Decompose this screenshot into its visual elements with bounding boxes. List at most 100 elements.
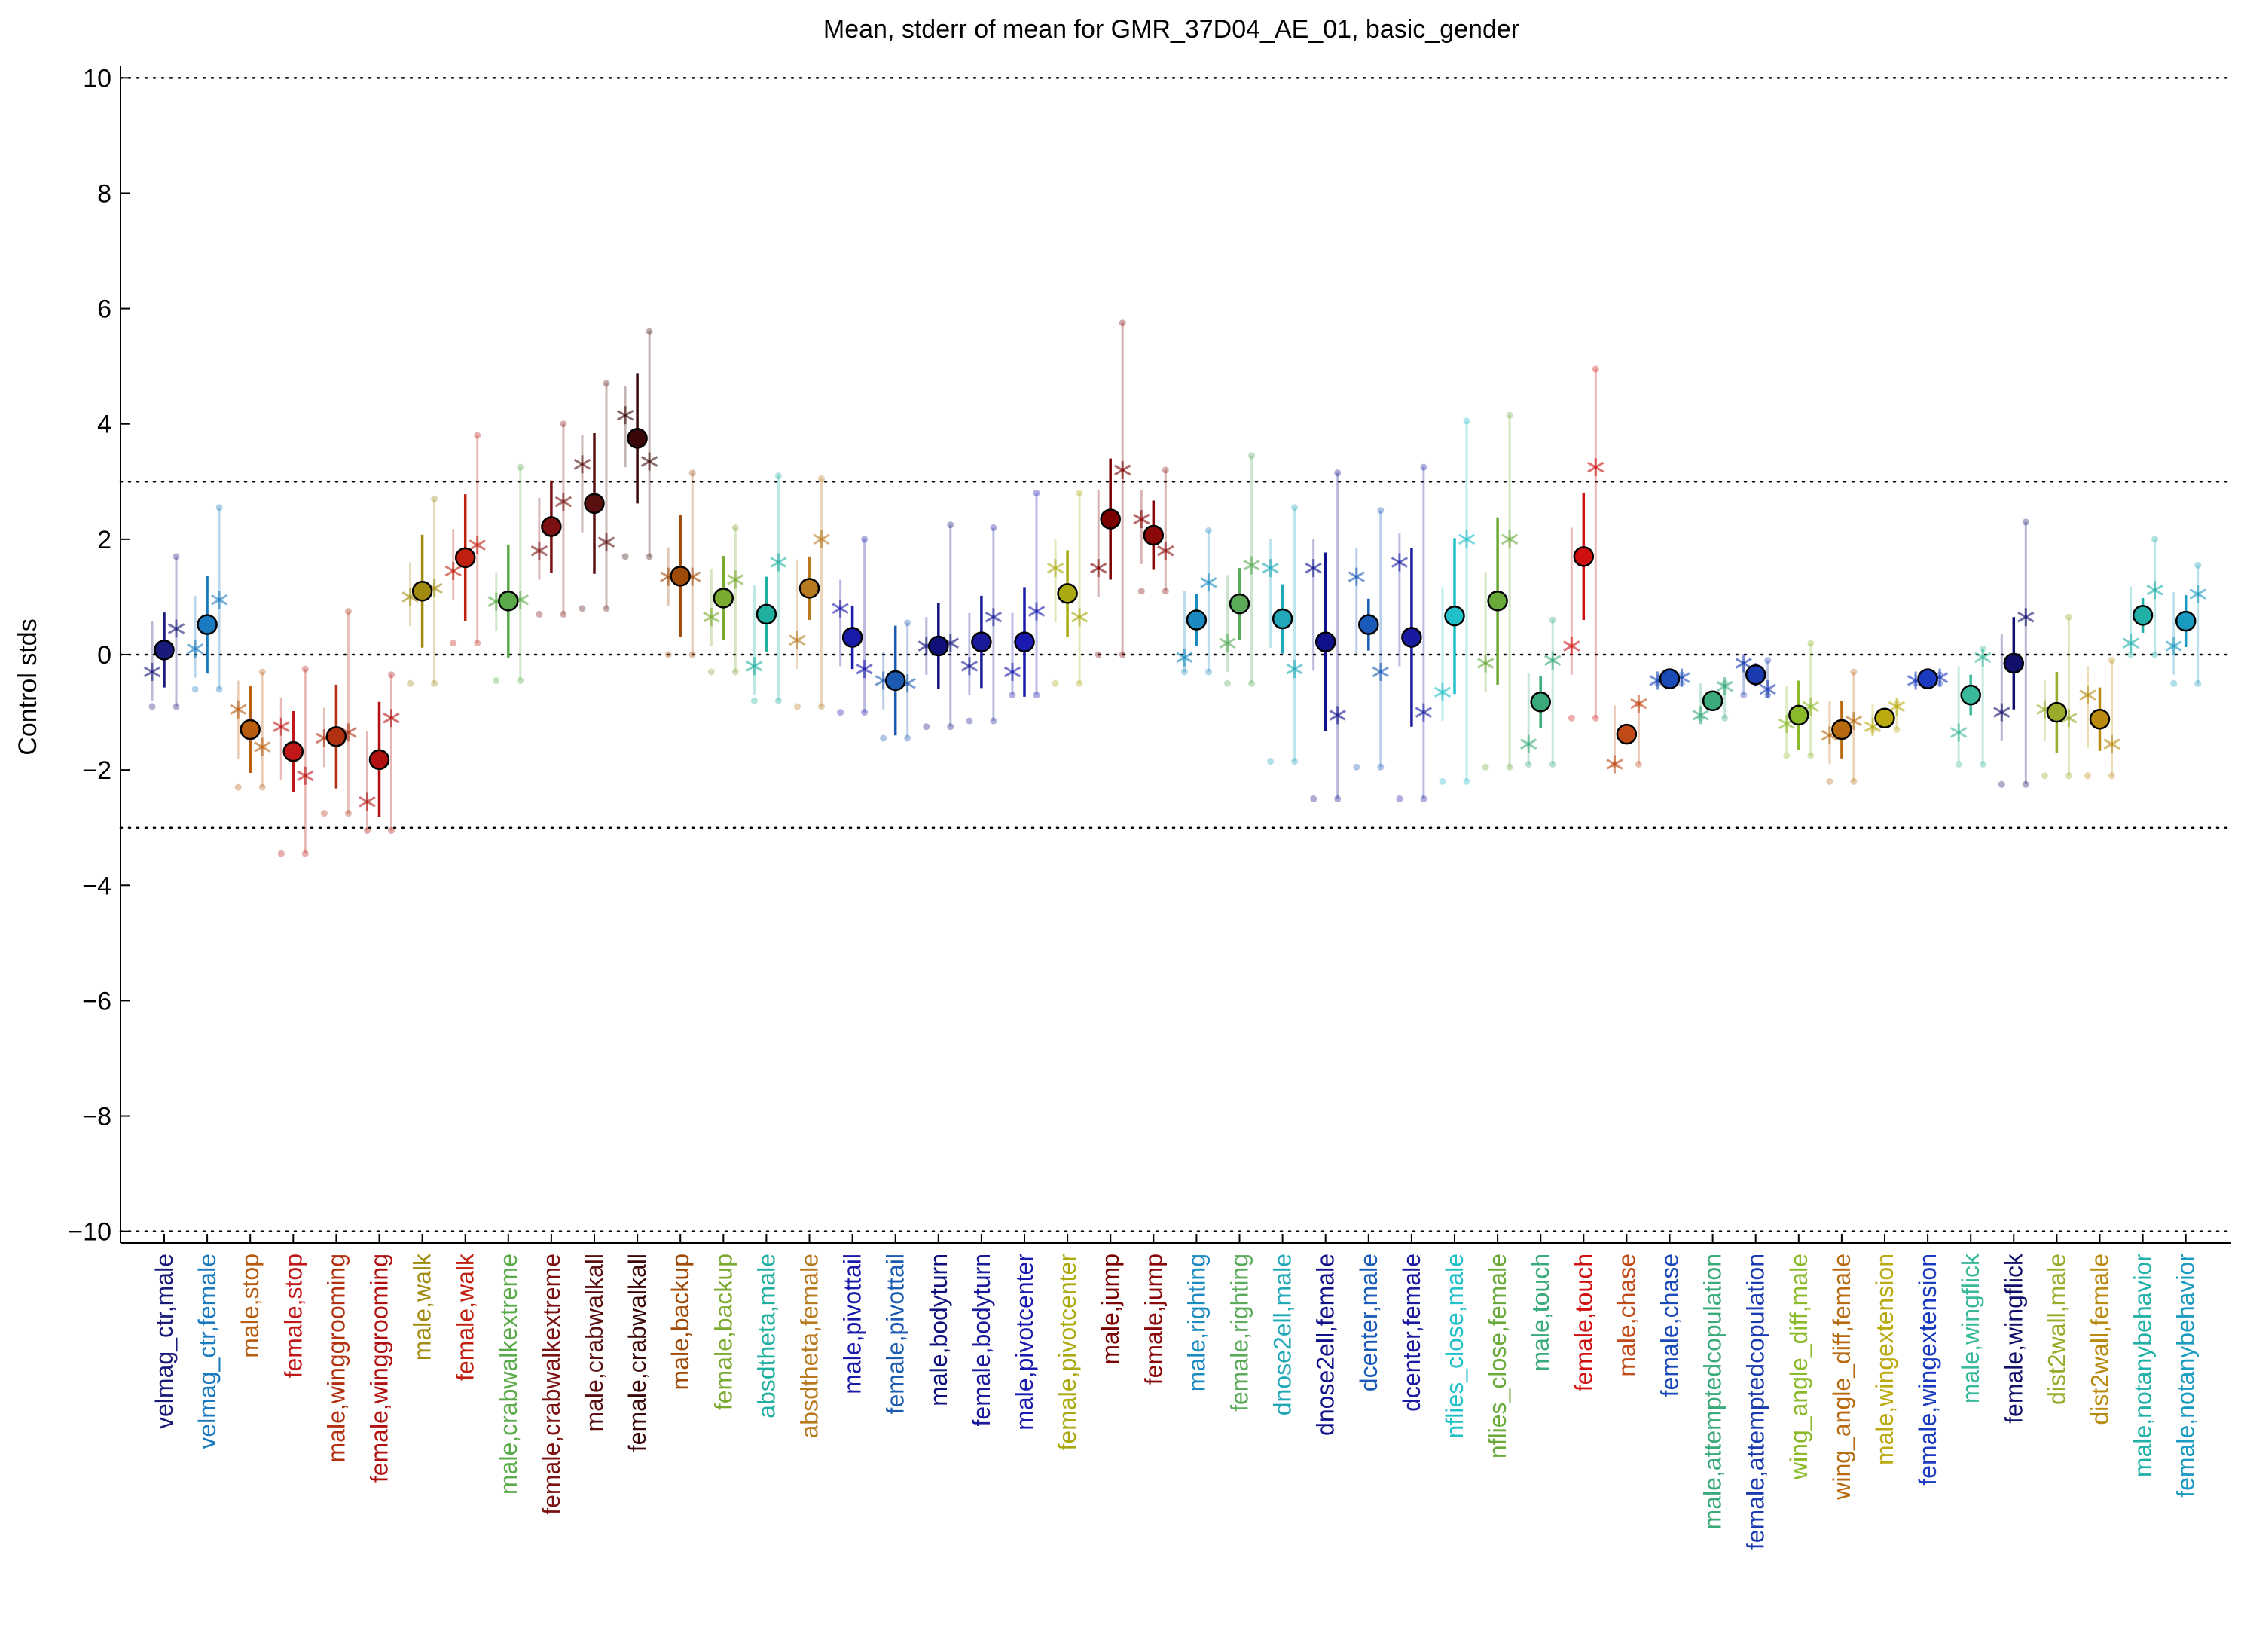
replicate-marker — [1476, 654, 1495, 673]
replicate-end-dot — [1291, 504, 1299, 511]
replicate-end-dot — [474, 640, 481, 647]
replicate-marker — [1544, 651, 1562, 670]
mean-marker — [1487, 591, 1508, 612]
replicate-end-dot — [215, 504, 223, 511]
data-point-group — [316, 608, 357, 817]
replicate-marker — [960, 657, 979, 676]
mean-marker — [541, 516, 562, 537]
x-tick-label: velmag_ctr,female — [194, 1254, 221, 1449]
replicate-marker — [1243, 556, 1260, 575]
data-point-group — [1821, 668, 1863, 785]
replicate-end-dot — [2022, 780, 2029, 788]
x-tick-label: female,bodyturn — [968, 1254, 995, 1426]
mean-marker — [1014, 631, 1035, 652]
replicate-end-dot — [1549, 616, 1556, 624]
x-tick-label: female,jump — [1140, 1254, 1167, 1385]
replicate-end-dot — [1721, 714, 1729, 722]
data-point-group — [1476, 411, 1519, 771]
replicate-marker — [444, 561, 462, 580]
replicate-marker — [727, 570, 744, 589]
mean-marker — [1057, 583, 1078, 604]
data-point-group — [1649, 668, 1690, 690]
mean-marker — [154, 640, 175, 661]
x-tick-label: female,touch — [1570, 1254, 1597, 1391]
x-tick-label: female,pivotcenter — [1054, 1254, 1081, 1451]
replicate-marker — [143, 662, 161, 681]
replicate-end-dot — [646, 553, 653, 560]
replicate-marker — [1716, 677, 1733, 696]
replicate-marker — [1433, 682, 1452, 701]
mean-marker — [584, 493, 605, 515]
replicate-marker — [554, 493, 572, 511]
replicate-end-dot — [2084, 772, 2091, 780]
x-tick-label: male,crabwalkall — [581, 1254, 608, 1432]
replicate-marker — [2165, 637, 2182, 655]
mean-marker — [1530, 692, 1551, 713]
replicate-end-dot — [1310, 795, 1317, 802]
replicate-marker — [2146, 581, 2163, 600]
replicate-end-dot — [1396, 795, 1403, 802]
mean-marker — [1229, 593, 1250, 615]
data-point-group — [487, 463, 529, 684]
replicate-end-dot — [431, 679, 438, 687]
x-tick-label: dcenter,female — [1398, 1254, 1425, 1412]
replicate-end-dot — [1955, 760, 1962, 768]
data-point-group — [1907, 668, 1949, 690]
mean-marker — [498, 591, 519, 612]
y-tick-label: −4 — [82, 872, 111, 900]
replicate-end-dot — [1204, 527, 1212, 534]
replicate-end-dot — [794, 703, 801, 710]
data-point-group — [1563, 365, 1604, 722]
y-tick-label: 6 — [97, 295, 111, 324]
replicate-end-dot — [388, 671, 395, 679]
replicate-marker — [1200, 573, 1217, 592]
mean-marker — [1143, 524, 1165, 546]
data-point-group — [875, 619, 916, 742]
x-tick-label: nflies_close,male — [1441, 1254, 1468, 1438]
data-point-group — [960, 524, 1003, 725]
x-tick-label: absdtheta,male — [753, 1254, 780, 1418]
replicate-end-dot — [344, 810, 352, 817]
data-point-group — [1433, 417, 1476, 785]
replicate-marker — [1046, 559, 1064, 578]
replicate-end-dot — [947, 521, 954, 529]
x-tick-label: male,walk — [409, 1253, 436, 1360]
x-tick-label: female,backup — [710, 1254, 737, 1410]
x-tick-label: male,chase — [1613, 1254, 1640, 1377]
data-point-group — [401, 495, 443, 687]
replicate-marker — [1003, 662, 1021, 681]
replicate-end-dot — [1076, 679, 1083, 687]
data-point-group — [1003, 490, 1046, 699]
replicate-marker — [1176, 648, 1193, 667]
replicate-end-dot — [1377, 763, 1385, 771]
replicate-end-dot — [966, 717, 973, 725]
replicate-end-dot — [2127, 651, 2135, 658]
replicate-end-dot — [2108, 772, 2115, 780]
replicate-marker — [1692, 706, 1709, 725]
mean-marker — [841, 627, 863, 648]
replicate-end-dot — [364, 827, 371, 835]
replicate-end-dot — [837, 709, 844, 716]
replicate-end-dot — [1119, 319, 1126, 327]
replicate-end-dot — [880, 734, 887, 742]
y-tick-label: 10 — [83, 64, 111, 93]
replicate-marker — [985, 608, 1003, 627]
replicate-end-dot — [688, 469, 696, 477]
data-point-group — [359, 671, 400, 835]
replicate-end-dot — [1979, 760, 1986, 768]
replicate-end-dot — [923, 723, 930, 731]
mean-marker — [2003, 652, 2025, 674]
replicate-marker — [1157, 542, 1174, 560]
replicate-marker — [1759, 679, 1776, 698]
replicate-end-dot — [388, 827, 395, 835]
replicate-marker — [186, 640, 204, 658]
replicate-marker — [640, 452, 658, 471]
x-tick-label: male,attemptedcopulation — [1699, 1254, 1727, 1529]
data-point-group — [1606, 695, 1647, 774]
reference-lines — [119, 77, 2233, 1232]
replicate-marker — [573, 455, 591, 474]
x-tick-label: female,winggrooming — [366, 1254, 393, 1483]
mean-marker — [798, 578, 820, 599]
replicate-end-dot — [731, 524, 739, 532]
replicate-end-dot — [990, 717, 997, 725]
